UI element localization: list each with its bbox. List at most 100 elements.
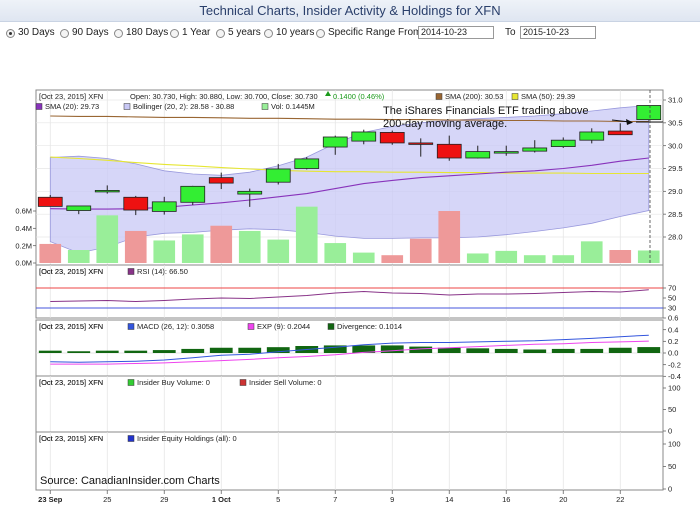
x-tick-label: 16 (502, 495, 510, 504)
volume-bar (324, 243, 347, 263)
volume-bar (552, 255, 575, 263)
radio-icon[interactable] (264, 28, 273, 38)
legend-label: SMA (50): 29.39 (521, 92, 575, 101)
radio-icon[interactable] (114, 28, 123, 38)
legend-label: Insider Buy Volume: 0 (137, 378, 210, 387)
divergence-bar (523, 349, 547, 353)
legend-swatch (35, 103, 43, 110)
legend-swatch (247, 323, 255, 330)
divergence-bar (209, 347, 233, 353)
divergence-bar (409, 346, 433, 353)
from-date-input[interactable]: 2014-10-23 (418, 26, 494, 39)
candle-up (322, 136, 348, 148)
range-option-180-days[interactable]: 180 Days (114, 24, 168, 42)
divergence-bar (437, 347, 461, 353)
up-arrow-icon (325, 91, 331, 96)
legend-swatch (127, 268, 135, 275)
range-option-90-days[interactable]: 90 Days (60, 24, 109, 42)
volume-bar (466, 253, 489, 263)
candle-down (379, 132, 405, 144)
volume-tick-label: 0.6M (15, 207, 32, 216)
volume-bar (153, 240, 176, 263)
range-option-30-days[interactable]: 30 Days (6, 24, 55, 42)
divergence-bar (352, 345, 376, 353)
candle-up (550, 139, 576, 147)
y-tick-label: 100 (668, 440, 681, 449)
change-readout: 0.1400 (0.46%) (333, 92, 385, 101)
legend-swatch (511, 93, 519, 100)
panel-header: [Oct 23, 2015] XFN (39, 434, 103, 443)
volume-bar (609, 250, 632, 263)
legend-label: Divergence: 0.1014 (337, 322, 402, 331)
radio-icon[interactable] (170, 28, 179, 38)
source-note: Source: CanadianInsider.com Charts (40, 475, 220, 487)
panel-header: [Oct 23, 2015] XFN (39, 322, 103, 331)
volume-bar (409, 238, 432, 263)
price-panel: 28.028.529.029.530.030.531.00.0M0.2M0.4M… (15, 89, 683, 490)
y-tick-label: 100 (668, 384, 681, 393)
volume-bar (295, 206, 318, 263)
divergence-bar (152, 350, 176, 353)
volume-bar (637, 250, 660, 263)
range-option-10-years[interactable]: 10 years (264, 24, 314, 42)
y-tick-label: 0.4 (668, 325, 678, 334)
divergence-bar (266, 347, 290, 353)
divergence-bar (380, 345, 404, 353)
to-date-input[interactable]: 2015-10-23 (520, 26, 596, 39)
legend-swatch (327, 323, 335, 330)
page-title: Technical Charts, Insider Activity & Hol… (0, 0, 700, 22)
range-label: 10 years (276, 27, 315, 38)
candle-up (636, 105, 662, 121)
candle-up (94, 190, 120, 193)
candle-down (37, 196, 63, 207)
radio-icon[interactable] (316, 28, 325, 38)
sma50-line (50, 156, 649, 175)
candle-up (237, 190, 263, 195)
panel-frame (35, 264, 664, 319)
radio-selected-icon[interactable] (6, 28, 15, 38)
legend-swatch (127, 379, 135, 386)
volume-bar (381, 255, 404, 263)
divergence-bar (551, 348, 575, 353)
volume-bar (67, 250, 90, 263)
divergence-bar (238, 347, 262, 353)
radio-icon[interactable] (216, 28, 225, 38)
candle-up (351, 131, 377, 142)
range-option-5-years[interactable]: 5 years (216, 24, 261, 42)
candle-up (579, 131, 605, 141)
annotation-line: The iShares Financials ETF trading above (383, 105, 588, 117)
legend-label: Insider Equity Holdings (all): 0 (137, 434, 237, 443)
candle-up (493, 151, 519, 154)
y-tick-label: 0.0 (668, 349, 678, 358)
panel-header: [Oct 23, 2015] XFN (39, 322, 103, 331)
candle-up (66, 205, 92, 211)
panel-header: [Oct 23, 2015] XFN (39, 434, 103, 443)
divergence-bar (38, 350, 62, 353)
volume-bar (124, 230, 147, 263)
legend-label: MACD (26, 12): 0.3058 (137, 322, 214, 331)
radio-icon[interactable] (60, 28, 69, 38)
macd-line (50, 334, 649, 363)
y-tick-label: 50 (668, 462, 676, 471)
range-label: 1 Year (182, 27, 211, 38)
volume-bar (352, 252, 375, 263)
range-option-specific[interactable]: Specific Range From (316, 24, 421, 42)
legend-swatch (435, 93, 443, 100)
range-label: 30 Days (18, 27, 55, 38)
legend-swatch (261, 103, 269, 110)
candle-down (436, 143, 462, 159)
legend-label: Vol: 0.1445M (271, 102, 315, 111)
divergence-bar (323, 345, 347, 353)
rsi-line (50, 289, 649, 303)
y-tick-label: 29.5 (668, 164, 683, 173)
y-tick-label: 29.0 (668, 187, 683, 196)
legend-swatch (123, 103, 131, 110)
x-axis: 23 Sep 25 29 1 Oct 5 7 9 14 16 20 22 (38, 490, 624, 504)
y-tick-label: 0.2 (668, 337, 678, 346)
panel-header: [Oct 23, 2015] XFN (39, 92, 103, 101)
legend-swatch (127, 323, 135, 330)
range-option-1-year[interactable]: 1 Year (170, 24, 210, 42)
panel-frame (35, 375, 664, 433)
